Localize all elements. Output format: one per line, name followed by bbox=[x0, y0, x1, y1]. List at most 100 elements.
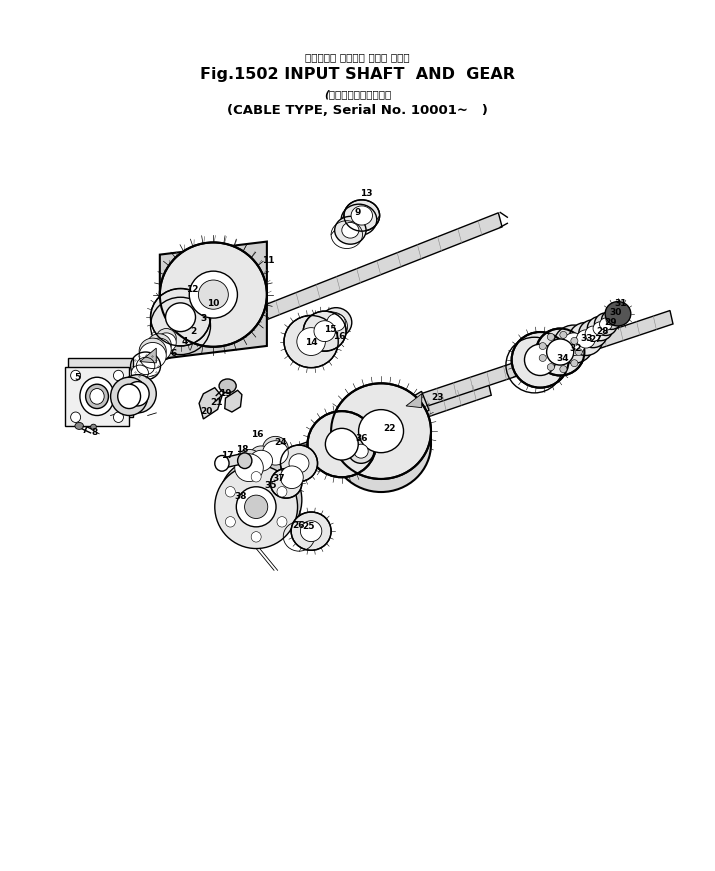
Ellipse shape bbox=[331, 383, 431, 479]
Ellipse shape bbox=[280, 445, 317, 482]
Text: 24: 24 bbox=[274, 438, 287, 447]
Ellipse shape bbox=[219, 379, 236, 393]
Ellipse shape bbox=[539, 342, 546, 349]
Text: 21: 21 bbox=[210, 398, 222, 407]
Ellipse shape bbox=[240, 480, 280, 520]
Ellipse shape bbox=[351, 206, 373, 225]
Polygon shape bbox=[140, 348, 157, 363]
Ellipse shape bbox=[600, 318, 612, 330]
Text: 27: 27 bbox=[590, 335, 602, 344]
Ellipse shape bbox=[118, 384, 141, 408]
Polygon shape bbox=[383, 391, 429, 434]
Ellipse shape bbox=[262, 441, 288, 465]
Ellipse shape bbox=[307, 411, 376, 477]
Ellipse shape bbox=[354, 444, 368, 458]
Ellipse shape bbox=[280, 466, 303, 489]
Ellipse shape bbox=[289, 454, 309, 473]
Text: 8: 8 bbox=[92, 428, 98, 436]
Ellipse shape bbox=[331, 396, 431, 492]
Ellipse shape bbox=[250, 450, 272, 471]
Text: 30: 30 bbox=[610, 308, 622, 317]
Ellipse shape bbox=[547, 334, 554, 341]
Ellipse shape bbox=[291, 512, 331, 550]
Ellipse shape bbox=[119, 375, 157, 413]
Ellipse shape bbox=[575, 348, 582, 355]
Text: 19: 19 bbox=[220, 389, 232, 398]
Polygon shape bbox=[406, 394, 422, 408]
Ellipse shape bbox=[601, 310, 621, 329]
Text: 11: 11 bbox=[262, 256, 275, 265]
Ellipse shape bbox=[71, 370, 81, 381]
Text: 37: 37 bbox=[272, 474, 285, 483]
Ellipse shape bbox=[546, 339, 573, 365]
Ellipse shape bbox=[90, 388, 104, 404]
Ellipse shape bbox=[297, 327, 325, 355]
Polygon shape bbox=[65, 367, 129, 426]
Ellipse shape bbox=[139, 342, 167, 368]
Ellipse shape bbox=[547, 363, 554, 370]
Ellipse shape bbox=[270, 469, 302, 498]
Text: Fig.1502 INPUT SHAFT  AND  GEAR: Fig.1502 INPUT SHAFT AND GEAR bbox=[200, 67, 515, 82]
Ellipse shape bbox=[525, 344, 556, 375]
Polygon shape bbox=[69, 358, 133, 417]
Text: 38: 38 bbox=[235, 492, 247, 501]
Text: 31: 31 bbox=[615, 299, 627, 307]
Text: 16: 16 bbox=[333, 332, 346, 341]
Text: 13: 13 bbox=[360, 189, 373, 199]
Ellipse shape bbox=[277, 517, 287, 527]
Ellipse shape bbox=[166, 303, 195, 332]
Ellipse shape bbox=[157, 333, 176, 352]
Text: 36: 36 bbox=[355, 435, 368, 443]
Ellipse shape bbox=[344, 199, 380, 231]
Ellipse shape bbox=[578, 320, 607, 348]
Ellipse shape bbox=[594, 313, 617, 335]
Ellipse shape bbox=[536, 328, 584, 375]
Ellipse shape bbox=[237, 453, 252, 469]
Ellipse shape bbox=[235, 449, 263, 477]
Ellipse shape bbox=[348, 439, 374, 463]
Text: (ケーブル式、適用号機: (ケーブル式、適用号機 bbox=[324, 89, 391, 98]
Ellipse shape bbox=[300, 521, 322, 542]
Ellipse shape bbox=[605, 301, 631, 326]
Ellipse shape bbox=[189, 271, 237, 318]
Ellipse shape bbox=[303, 311, 346, 351]
Text: 17: 17 bbox=[222, 451, 234, 460]
Polygon shape bbox=[222, 453, 245, 469]
Ellipse shape bbox=[114, 370, 124, 381]
Text: 12: 12 bbox=[186, 285, 198, 294]
Ellipse shape bbox=[219, 458, 302, 542]
Ellipse shape bbox=[585, 326, 601, 341]
Text: 9: 9 bbox=[355, 207, 360, 217]
Ellipse shape bbox=[571, 360, 578, 367]
Ellipse shape bbox=[571, 337, 578, 344]
Ellipse shape bbox=[512, 332, 568, 388]
Ellipse shape bbox=[214, 465, 297, 549]
Ellipse shape bbox=[251, 531, 261, 542]
Ellipse shape bbox=[358, 409, 403, 453]
Ellipse shape bbox=[236, 487, 276, 527]
Text: 32: 32 bbox=[570, 344, 582, 353]
Ellipse shape bbox=[91, 424, 97, 429]
Text: 33: 33 bbox=[581, 334, 593, 342]
Ellipse shape bbox=[560, 331, 567, 338]
Ellipse shape bbox=[151, 288, 210, 346]
Polygon shape bbox=[199, 388, 222, 419]
Text: 29: 29 bbox=[603, 318, 616, 327]
Ellipse shape bbox=[568, 322, 603, 355]
Text: 34: 34 bbox=[556, 354, 568, 362]
Text: 18: 18 bbox=[236, 445, 248, 454]
Text: 26: 26 bbox=[292, 521, 305, 530]
Ellipse shape bbox=[250, 446, 272, 467]
Text: 28: 28 bbox=[597, 327, 609, 335]
Ellipse shape bbox=[80, 377, 114, 415]
Text: 10: 10 bbox=[207, 299, 220, 307]
Text: 4: 4 bbox=[182, 337, 188, 346]
Ellipse shape bbox=[562, 333, 585, 355]
Text: 35: 35 bbox=[264, 481, 277, 490]
Text: 7: 7 bbox=[82, 426, 88, 435]
Polygon shape bbox=[420, 311, 673, 408]
Ellipse shape bbox=[606, 314, 617, 325]
Ellipse shape bbox=[314, 321, 335, 341]
Text: 5: 5 bbox=[74, 373, 81, 381]
Polygon shape bbox=[225, 390, 242, 412]
